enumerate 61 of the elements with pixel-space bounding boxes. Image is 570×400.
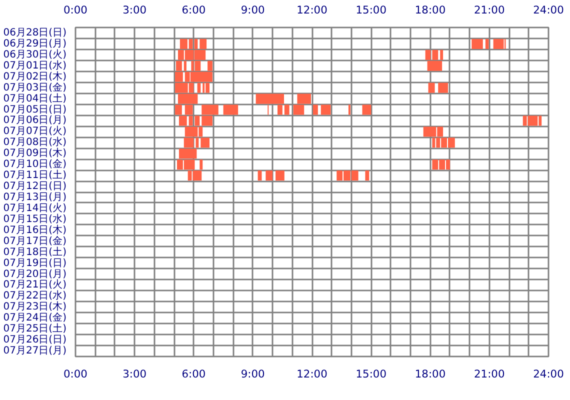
x2-tick-label: 0:00 [64,368,88,380]
x2-tick-label: 9:00 [240,368,266,380]
x-tick-label: 6:00 [182,4,206,16]
bar [362,104,372,115]
y-tick-label: 07月23日(木) [3,300,67,313]
x-tick-label: 0:00 [64,4,88,16]
bar [284,104,290,115]
y-tick-label: 07月15日(水) [3,212,67,225]
y-tick-label: 07月16日(木) [3,224,67,236]
y-tick-label: 07月14日(火) [3,202,67,214]
x2-tick-label: 21:00 [474,368,505,380]
y-tick-label: 07月22日(水) [3,290,67,302]
y-tick-label: 07月08日(水) [3,136,67,148]
x2-tick-label: 24:00 [533,368,564,380]
y-tick-label: 07月10日(金) [3,158,67,170]
bar [266,170,273,181]
y-tick-label: 07月04日(土) [3,92,67,104]
bar [276,170,284,181]
y-tick-label: 07月20日(月) [3,268,67,280]
y-tick-label: 07月18日(土) [3,246,67,258]
bar [438,82,448,93]
y-tick-label: 06月28日(日) [3,27,67,38]
y-tick-label: 07月12日(日) [3,181,67,192]
y-tick-label: 07月01日(水) [3,59,67,72]
y-tick-label: 07月26日(日) [3,334,67,346]
x-tick-label: 12:00 [296,4,328,16]
x2-tick-label: 15:00 [356,368,387,380]
y-tick-label: 06月29日(月) [3,38,67,50]
x-tick-label: 15:00 [356,4,387,16]
y-tick-label: 07月25日(土) [3,322,67,335]
y-tick-label: 07月19日(日) [3,258,67,269]
x2-tick-label: 3:00 [122,368,147,380]
y-tick-label: 07月02日(木) [3,70,67,82]
y-tick-label: 07月05日(日) [3,104,67,116]
x-tick-label: 9:00 [240,4,266,16]
x-tick-label: 18:00 [414,4,446,16]
y-tick-label: 07月13日(月) [3,192,67,203]
bar [472,38,483,49]
x-tick-label: 24:00 [533,4,564,16]
bar [312,104,318,115]
y-tick-label: 07月27日(月) [3,346,67,357]
bar [485,38,489,49]
bar [320,104,331,115]
x2-tick-label: 12:00 [296,368,328,380]
y-tick-label: 07月21日(火) [3,278,67,291]
y-tick-label: 07月11日(土) [3,169,67,182]
y-tick-label: 07月06日(月) [3,115,67,126]
y-tick-label: 07月07日(火) [3,125,67,138]
x2-tick-label: 18:00 [414,368,446,380]
y-tick-label: 07月09日(木) [3,147,67,160]
x-tick-label: 21:00 [474,4,505,16]
x2-tick-label: 6:00 [182,368,206,380]
y-tick-label: 07月03日(金) [3,81,67,94]
x-tick-label: 3:00 [122,4,147,16]
y-tick-label: 07月24日(金) [3,312,67,324]
bar [365,170,370,181]
y-tick-label: 06月30日(火) [3,48,67,60]
bar [428,82,435,93]
bar [493,38,504,49]
bar [223,104,238,115]
y-tick-label: 07月17日(金) [3,234,67,247]
